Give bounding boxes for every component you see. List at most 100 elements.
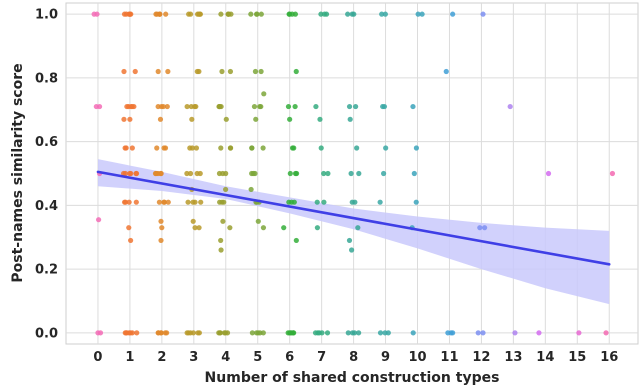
data-point: [227, 225, 233, 231]
data-point: [123, 330, 129, 336]
data-point: [120, 170, 127, 177]
data-point: [124, 103, 130, 110]
data-point: [253, 116, 259, 122]
data-point: [351, 330, 358, 336]
data-point: [223, 116, 229, 122]
data-point: [95, 217, 102, 223]
y-tick-labels: 0.0 0.2 0.4 0.6 0.8 1.0: [35, 8, 58, 342]
data-point: [127, 330, 134, 336]
data-point: [190, 199, 196, 205]
data-point: [293, 68, 299, 75]
data-point: [126, 199, 132, 205]
data-point: [257, 103, 263, 110]
data-point: [129, 103, 135, 110]
data-point: [128, 237, 134, 244]
data-point: [382, 11, 388, 17]
data-point: [576, 330, 582, 336]
data-point: [261, 91, 267, 97]
data-point: [189, 116, 195, 122]
data-point: [317, 116, 323, 122]
data-point: [133, 199, 139, 205]
data-point: [197, 11, 203, 17]
data-point: [445, 330, 451, 336]
x-tick-label: 7: [317, 350, 326, 365]
x-tick-label: 13: [504, 350, 522, 365]
data-point: [345, 330, 351, 336]
data-point: [286, 11, 292, 17]
data-point: [165, 68, 171, 75]
data-point: [187, 11, 194, 17]
data-point: [248, 186, 254, 193]
data-point: [252, 68, 259, 75]
data-point: [126, 225, 132, 231]
data-point: [314, 199, 320, 205]
x-tick-label: 15: [568, 350, 586, 365]
y-tick-label: 0.6: [35, 135, 58, 150]
y-tick-label: 0.8: [35, 71, 58, 86]
data-point: [161, 199, 167, 205]
y-tick-label: 0.4: [35, 199, 58, 214]
data-point: [219, 68, 225, 75]
regression-line-group: [96, 170, 611, 266]
data-point: [349, 11, 355, 17]
data-point: [260, 225, 267, 231]
data-point: [382, 330, 388, 336]
data-point: [285, 103, 292, 110]
data-point: [155, 103, 161, 110]
data-point: [184, 330, 190, 336]
x-tick-label: 8: [349, 350, 358, 365]
data-point: [545, 170, 552, 177]
data-point: [415, 11, 421, 17]
data-point: [379, 11, 385, 17]
data-point: [157, 11, 163, 17]
data-point: [314, 225, 321, 231]
data-point: [287, 116, 293, 122]
data-point: [217, 330, 223, 336]
data-point: [353, 103, 359, 110]
x-axis-title: Number of shared construction types: [205, 370, 500, 386]
data-point: [349, 199, 355, 205]
x-tick-label: 3: [189, 350, 198, 365]
data-point: [189, 145, 195, 151]
data-point: [155, 68, 161, 75]
data-point: [152, 170, 159, 177]
data-point: [313, 103, 319, 110]
data-point: [255, 218, 261, 224]
data-point: [134, 330, 140, 336]
x-tick-label: 9: [381, 350, 390, 365]
data-point: [216, 103, 222, 110]
data-point: [356, 170, 362, 177]
data-point: [153, 11, 159, 17]
data-point: [160, 103, 166, 110]
data-point: [158, 170, 164, 177]
data-point: [94, 11, 100, 17]
data-point: [325, 170, 331, 177]
data-point: [356, 330, 362, 336]
data-point: [127, 116, 133, 122]
data-point: [248, 11, 254, 17]
data-point: [127, 170, 133, 177]
data-point: [157, 116, 164, 122]
data-point: [482, 225, 488, 231]
data-point: [158, 237, 164, 244]
data-point: [346, 103, 353, 110]
data-point: [381, 170, 387, 177]
data-point: [133, 170, 140, 177]
data-point: [413, 199, 419, 205]
data-point: [257, 330, 263, 336]
data-point: [260, 145, 266, 151]
x-tick-label: 14: [536, 350, 554, 365]
data-point: [450, 11, 456, 17]
data-point: [185, 199, 191, 205]
x-tick-labels: 0 1 2 3 4 5 6 7 8 9 10 11 12 13 14 15 16: [93, 350, 618, 365]
data-point: [287, 170, 293, 177]
data-point: [249, 145, 255, 151]
data-point: [249, 330, 255, 336]
data-point: [377, 330, 384, 336]
data-point: [321, 199, 327, 205]
data-point: [383, 145, 389, 151]
data-point: [196, 330, 202, 336]
data-point: [536, 330, 542, 336]
data-point: [220, 170, 226, 177]
